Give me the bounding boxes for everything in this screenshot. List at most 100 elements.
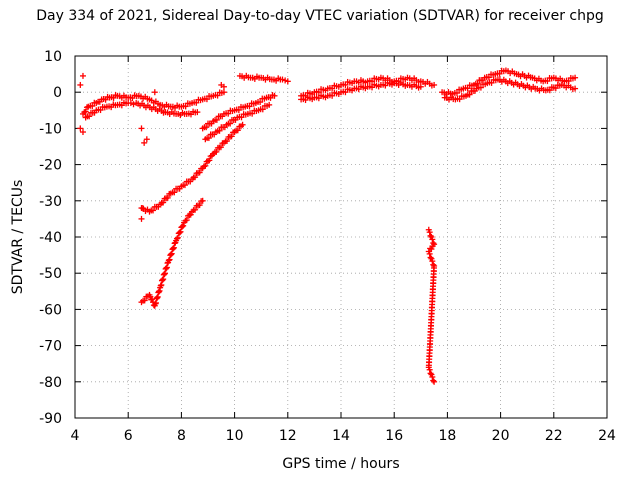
x-axis-label: GPS time / hours bbox=[282, 456, 400, 472]
data-point bbox=[456, 96, 463, 103]
data-point bbox=[192, 206, 199, 213]
data-point bbox=[426, 229, 433, 236]
x-tick-label: 16 bbox=[385, 428, 403, 444]
data-point bbox=[342, 81, 349, 88]
data-point bbox=[225, 110, 232, 117]
data-point bbox=[170, 245, 177, 252]
data-point bbox=[166, 256, 173, 263]
data-point bbox=[496, 70, 503, 77]
data-point bbox=[205, 135, 212, 142]
data-point bbox=[430, 377, 437, 384]
data-point bbox=[182, 103, 189, 110]
data-point bbox=[180, 222, 187, 229]
data-point bbox=[138, 125, 145, 132]
data-point bbox=[187, 211, 194, 218]
data-point bbox=[238, 114, 245, 121]
y-tick-label: 10 bbox=[44, 49, 62, 65]
data-point bbox=[429, 373, 436, 380]
ticks: 4 6 8 10 12 14 16 18 20 22 24 10 0 -10 -20 -30 -40 -50 -60… bbox=[39, 49, 616, 444]
data-point bbox=[141, 297, 148, 304]
y-tick-label: -40 bbox=[39, 230, 62, 246]
data-point bbox=[572, 85, 579, 92]
data-point bbox=[168, 250, 175, 257]
data-point bbox=[173, 235, 180, 242]
y-tick-label: -90 bbox=[39, 411, 62, 427]
data-point bbox=[213, 116, 220, 123]
data-point bbox=[369, 78, 376, 85]
data-point bbox=[139, 205, 146, 212]
y-tick-label: -80 bbox=[39, 375, 62, 391]
x-tick-label: 20 bbox=[492, 428, 510, 444]
data-point bbox=[220, 83, 227, 90]
data-point bbox=[170, 244, 177, 251]
data-point bbox=[426, 250, 433, 257]
data-point bbox=[431, 81, 438, 88]
data-point bbox=[138, 215, 145, 222]
data-point bbox=[196, 202, 203, 209]
data-point bbox=[171, 189, 178, 196]
chart-title: Day 334 of 2021, Sidereal Day-to-day VTE… bbox=[36, 8, 604, 24]
data-point bbox=[150, 207, 157, 214]
data-point bbox=[192, 174, 199, 181]
data-point bbox=[315, 89, 322, 96]
data-point bbox=[216, 127, 223, 134]
y-tick-label: -10 bbox=[39, 121, 62, 137]
y-tick-label: 0 bbox=[53, 85, 62, 101]
y-axis-label: SDTVAR / TECUs bbox=[10, 179, 26, 295]
data-point bbox=[224, 137, 230, 144]
data-point bbox=[234, 127, 241, 134]
data-point bbox=[228, 133, 235, 140]
data-point bbox=[168, 251, 175, 258]
data-point bbox=[151, 89, 158, 96]
data-point bbox=[203, 124, 210, 131]
data-point bbox=[474, 80, 481, 87]
x-tick-label: 14 bbox=[332, 428, 350, 444]
data-point bbox=[282, 77, 289, 84]
data-point bbox=[77, 81, 84, 88]
data-point bbox=[546, 87, 553, 94]
data-point bbox=[202, 162, 209, 169]
x-tick-label: 4 bbox=[71, 428, 80, 444]
data-point bbox=[86, 113, 93, 120]
data-point bbox=[206, 157, 213, 164]
x-tick-label: 22 bbox=[545, 428, 563, 444]
data-point bbox=[165, 257, 172, 264]
data-point bbox=[199, 197, 206, 204]
data-point bbox=[329, 92, 336, 99]
data-point bbox=[429, 258, 436, 265]
data-point bbox=[271, 92, 278, 99]
data-point bbox=[213, 148, 220, 155]
data-point bbox=[82, 108, 89, 115]
data-point bbox=[249, 110, 256, 117]
data-point bbox=[427, 254, 434, 261]
data-point bbox=[284, 78, 291, 85]
x-tick-label: 6 bbox=[124, 428, 133, 444]
data-point bbox=[342, 89, 349, 96]
data-point bbox=[97, 107, 104, 114]
y-tick-label: -20 bbox=[39, 158, 62, 174]
data-point bbox=[430, 261, 437, 268]
data-point bbox=[552, 85, 559, 92]
data-point bbox=[259, 106, 266, 113]
data-point bbox=[227, 120, 234, 127]
data-point bbox=[141, 139, 148, 146]
x-tick-label: 24 bbox=[598, 428, 616, 444]
data-point bbox=[466, 91, 473, 98]
data-point bbox=[417, 83, 424, 90]
data-point bbox=[164, 194, 171, 201]
data-point bbox=[77, 125, 84, 132]
data-point bbox=[217, 144, 224, 151]
x-tick-label: 10 bbox=[226, 428, 244, 444]
data-point bbox=[176, 229, 183, 236]
data-point bbox=[79, 129, 86, 136]
data-point bbox=[544, 78, 551, 85]
data-point bbox=[329, 85, 336, 92]
data-point bbox=[266, 101, 273, 108]
data-point bbox=[179, 223, 186, 230]
data-point bbox=[79, 72, 86, 79]
y-tick-label: -70 bbox=[39, 339, 62, 355]
data-point bbox=[181, 182, 188, 189]
data-point bbox=[214, 92, 221, 99]
data-point bbox=[429, 236, 436, 243]
